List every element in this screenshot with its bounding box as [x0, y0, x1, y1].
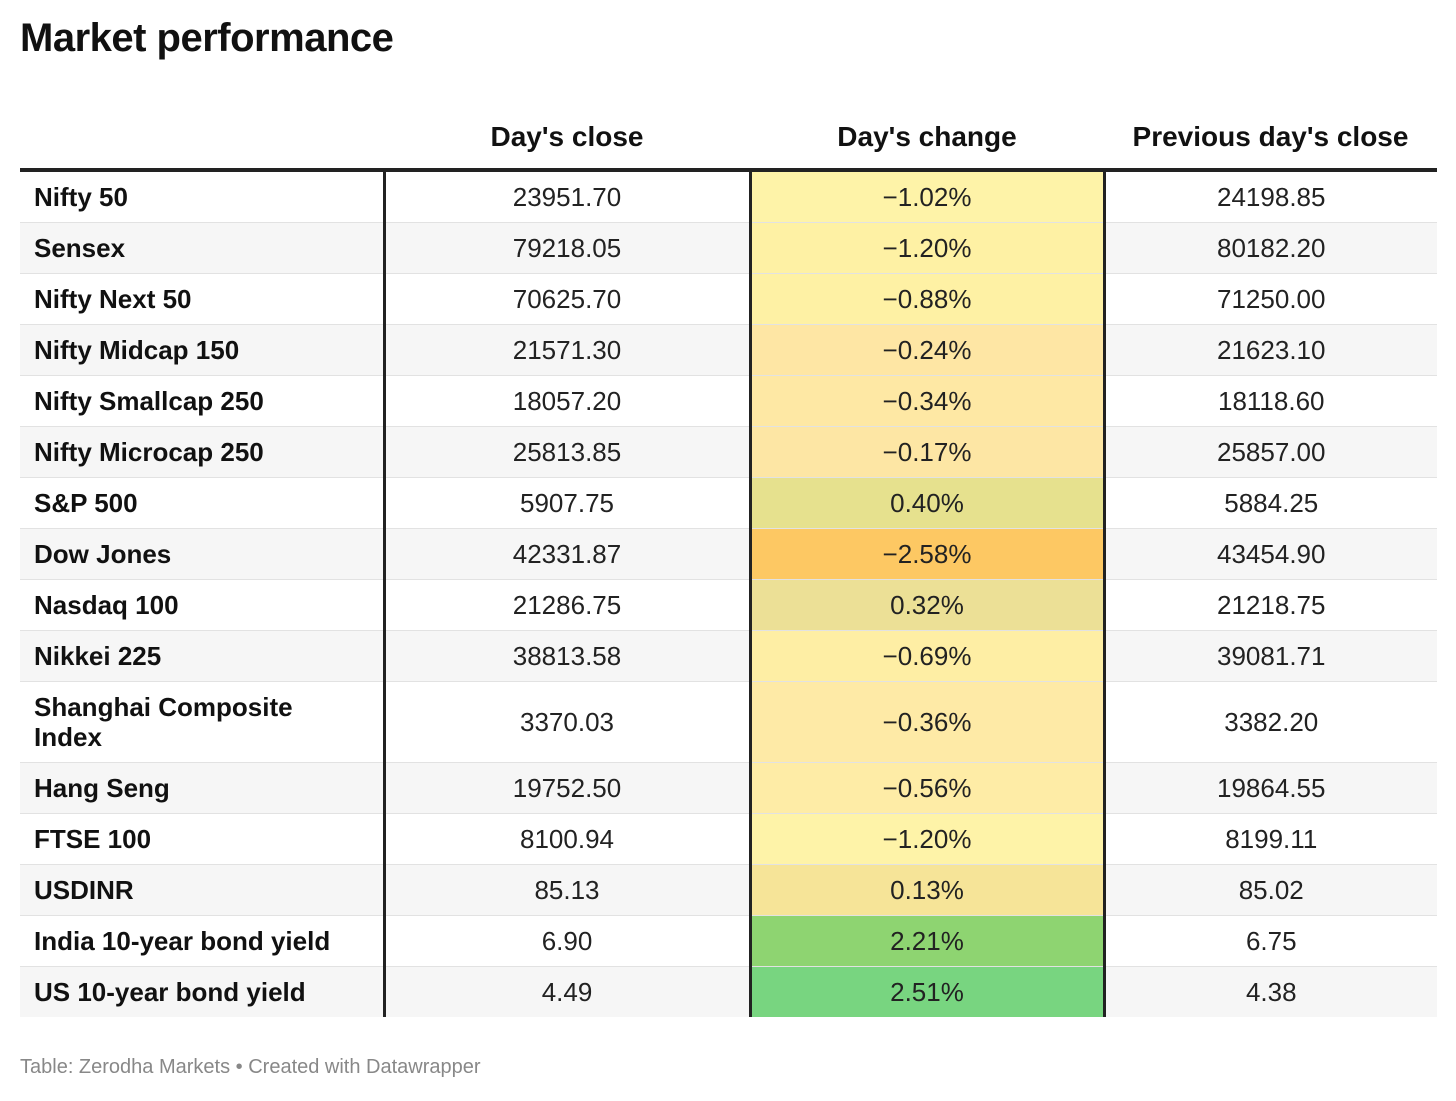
days-close-cell: 4.49 — [384, 966, 752, 1017]
table-row: Nifty Microcap 250 25813.85 −0.17% 25857.00 — [20, 426, 1437, 478]
days-change-cell: −0.69% — [750, 630, 1106, 682]
days-change-cell: −0.88% — [750, 273, 1106, 325]
table-row: Dow Jones 42331.87 −2.58% 43454.90 — [20, 528, 1437, 580]
days-close-cell: 42331.87 — [384, 528, 752, 580]
days-change-cell: −0.56% — [750, 762, 1106, 814]
previous-close-cell: 43454.90 — [1104, 528, 1437, 580]
days-change-cell: 0.32% — [750, 579, 1106, 631]
row-name-cell: US 10-year bond yield — [20, 966, 386, 1017]
previous-close-cell: 6.75 — [1104, 915, 1437, 967]
days-change-cell: −0.34% — [750, 375, 1106, 427]
row-name-cell: Nasdaq 100 — [20, 579, 386, 631]
table-row: Nifty Midcap 150 21571.30 −0.24% 21623.10 — [20, 324, 1437, 376]
row-name-cell: Nikkei 225 — [20, 630, 386, 682]
previous-close-cell: 5884.25 — [1104, 477, 1437, 529]
days-close-cell: 5907.75 — [384, 477, 752, 529]
previous-close-cell: 18118.60 — [1104, 375, 1437, 427]
previous-close-cell: 39081.71 — [1104, 630, 1437, 682]
days-change-cell: −2.58% — [750, 528, 1106, 580]
table-row: Nifty Smallcap 250 18057.20 −0.34% 18118.60 — [20, 375, 1437, 427]
previous-close-cell: 21218.75 — [1104, 579, 1437, 631]
days-close-cell: 79218.05 — [384, 222, 752, 274]
table-row: USDINR 85.13 0.13% 85.02 — [20, 864, 1437, 916]
days-close-cell: 25813.85 — [384, 426, 752, 478]
days-close-cell: 8100.94 — [384, 813, 752, 865]
row-name-cell: S&P 500 — [20, 477, 386, 529]
table-body: Nifty 50 23951.70 −1.02% 24198.85 Sensex 7921… — [20, 170, 1437, 1017]
previous-close-cell: 71250.00 — [1104, 273, 1437, 325]
row-name-cell: Nifty Smallcap 250 — [20, 375, 386, 427]
row-name-cell: India 10-year bond yield — [20, 915, 386, 967]
table-row: Nasdaq 100 21286.75 0.32% 21218.75 — [20, 579, 1437, 631]
previous-close-cell: 8199.11 — [1104, 813, 1437, 865]
days-change-cell: −0.17% — [750, 426, 1106, 478]
days-close-cell: 21286.75 — [384, 579, 752, 631]
column-header-days-close: Day's close — [384, 105, 750, 172]
days-change-cell: −1.20% — [750, 813, 1106, 865]
row-name-cell: Dow Jones — [20, 528, 386, 580]
previous-close-cell: 3382.20 — [1104, 681, 1437, 763]
row-name-cell: Nifty Microcap 250 — [20, 426, 386, 478]
days-close-cell: 19752.50 — [384, 762, 752, 814]
days-close-cell: 70625.70 — [384, 273, 752, 325]
previous-close-cell: 24198.85 — [1104, 170, 1437, 223]
row-name-cell: Nifty 50 — [20, 170, 386, 223]
table-row: Shanghai Composite Index 3370.03 −0.36% 338… — [20, 681, 1437, 763]
table-header-row: Day's close Day's change Previous day's … — [20, 105, 1437, 172]
days-change-cell: −0.24% — [750, 324, 1106, 376]
previous-close-cell: 21623.10 — [1104, 324, 1437, 376]
days-change-cell: −1.02% — [750, 170, 1106, 223]
table-row: US 10-year bond yield 4.49 2.51% 4.38 — [20, 966, 1437, 1017]
days-change-cell: 2.51% — [750, 966, 1106, 1017]
days-change-cell: 0.40% — [750, 477, 1106, 529]
table-row: Hang Seng 19752.50 −0.56% 19864.55 — [20, 762, 1437, 814]
market-table: Day's close Day's change Previous day's … — [20, 105, 1437, 1017]
column-header-days-change: Day's change — [750, 105, 1104, 172]
days-change-cell: 0.13% — [750, 864, 1106, 916]
days-close-cell: 18057.20 — [384, 375, 752, 427]
column-header-name — [20, 105, 384, 172]
row-name-cell: Shanghai Composite Index — [20, 681, 386, 763]
previous-close-cell: 19864.55 — [1104, 762, 1437, 814]
days-close-cell: 23951.70 — [384, 170, 752, 223]
row-name-cell: Hang Seng — [20, 762, 386, 814]
days-change-cell: 2.21% — [750, 915, 1106, 967]
table-row: Nikkei 225 38813.58 −0.69% 39081.71 — [20, 630, 1437, 682]
column-header-previous-close: Previous day's close — [1104, 105, 1437, 172]
table-row: India 10-year bond yield 6.90 2.21% 6.75 — [20, 915, 1437, 967]
source-footer: Table: Zerodha Markets • Created with Da… — [20, 1056, 481, 1078]
row-name-cell: FTSE 100 — [20, 813, 386, 865]
previous-close-cell: 4.38 — [1104, 966, 1437, 1017]
row-name-cell: Nifty Midcap 150 — [20, 324, 386, 376]
page-title: Market performance — [20, 16, 394, 60]
days-close-cell: 6.90 — [384, 915, 752, 967]
table-row: FTSE 100 8100.94 −1.20% 8199.11 — [20, 813, 1437, 865]
table-row: Sensex 79218.05 −1.20% 80182.20 — [20, 222, 1437, 274]
table-row: Nifty 50 23951.70 −1.02% 24198.85 — [20, 170, 1437, 223]
previous-close-cell: 80182.20 — [1104, 222, 1437, 274]
row-name-cell: USDINR — [20, 864, 386, 916]
days-close-cell: 21571.30 — [384, 324, 752, 376]
previous-close-cell: 85.02 — [1104, 864, 1437, 916]
table-row: S&P 500 5907.75 0.40% 5884.25 — [20, 477, 1437, 529]
days-close-cell: 85.13 — [384, 864, 752, 916]
days-close-cell: 3370.03 — [384, 681, 752, 763]
days-change-cell: −1.20% — [750, 222, 1106, 274]
table-row: Nifty Next 50 70625.70 −0.88% 71250.00 — [20, 273, 1437, 325]
days-change-cell: −0.36% — [750, 681, 1106, 763]
row-name-cell: Nifty Next 50 — [20, 273, 386, 325]
row-name-cell: Sensex — [20, 222, 386, 274]
days-close-cell: 38813.58 — [384, 630, 752, 682]
previous-close-cell: 25857.00 — [1104, 426, 1437, 478]
